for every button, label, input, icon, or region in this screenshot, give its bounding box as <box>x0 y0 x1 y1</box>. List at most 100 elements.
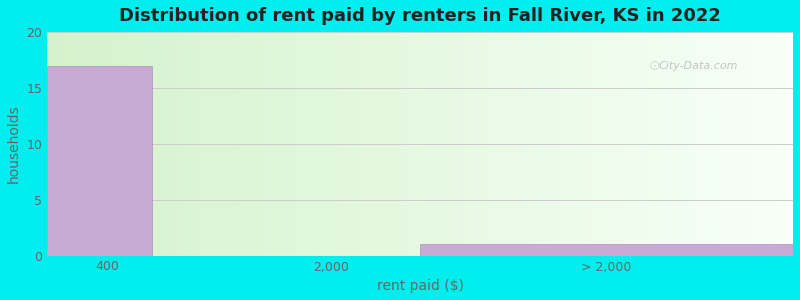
Bar <box>77 32 81 256</box>
Y-axis label: households: households <box>7 104 21 183</box>
Bar <box>570 32 573 256</box>
Bar <box>245 32 249 256</box>
Bar <box>409 32 413 256</box>
Bar <box>491 32 494 256</box>
Bar <box>584 32 588 256</box>
Bar <box>70 32 74 256</box>
Bar <box>745 32 748 256</box>
Bar <box>774 32 778 256</box>
Bar <box>726 32 730 256</box>
Bar <box>182 32 186 256</box>
Bar <box>282 32 286 256</box>
Bar <box>85 32 88 256</box>
Bar <box>88 32 92 256</box>
Bar <box>218 32 222 256</box>
Bar <box>107 32 110 256</box>
Bar <box>163 32 166 256</box>
Bar <box>137 32 141 256</box>
Bar <box>372 32 375 256</box>
Bar <box>271 32 274 256</box>
Bar <box>379 32 383 256</box>
Bar <box>648 32 651 256</box>
Bar <box>517 32 521 256</box>
Bar <box>263 32 267 256</box>
Bar <box>74 32 77 256</box>
Bar <box>689 32 692 256</box>
Bar <box>465 32 469 256</box>
Bar <box>595 32 599 256</box>
Bar <box>66 32 70 256</box>
Bar <box>554 32 558 256</box>
Bar <box>211 32 215 256</box>
Bar <box>406 32 409 256</box>
Bar <box>510 32 514 256</box>
Bar <box>278 32 282 256</box>
Bar <box>215 32 218 256</box>
Bar <box>383 32 386 256</box>
Bar <box>305 32 308 256</box>
Bar <box>413 32 417 256</box>
Bar <box>614 32 618 256</box>
Bar <box>678 32 681 256</box>
Bar <box>170 32 174 256</box>
Bar <box>446 32 450 256</box>
Bar <box>487 32 491 256</box>
Bar <box>592 32 595 256</box>
Bar <box>581 32 584 256</box>
Bar <box>528 32 532 256</box>
Bar <box>390 32 394 256</box>
Bar <box>394 32 398 256</box>
Bar <box>207 32 211 256</box>
Bar <box>197 32 200 256</box>
Bar <box>51 32 54 256</box>
Bar <box>629 32 633 256</box>
Bar <box>122 32 126 256</box>
Bar <box>301 32 305 256</box>
Title: Distribution of rent paid by renters in Fall River, KS in 2022: Distribution of rent paid by renters in … <box>119 7 721 25</box>
Bar <box>357 32 361 256</box>
Bar <box>577 32 581 256</box>
Bar <box>454 32 458 256</box>
Bar <box>483 32 487 256</box>
Bar <box>130 32 133 256</box>
Bar <box>472 32 476 256</box>
Bar <box>226 32 230 256</box>
Bar <box>417 32 420 256</box>
Bar <box>692 32 696 256</box>
Bar <box>62 32 66 256</box>
Bar <box>81 32 85 256</box>
Bar <box>234 32 238 256</box>
Bar <box>633 32 637 256</box>
Bar <box>342 32 346 256</box>
Bar <box>334 32 338 256</box>
Bar <box>126 32 130 256</box>
Bar <box>476 32 480 256</box>
Bar <box>148 32 152 256</box>
Bar <box>186 32 189 256</box>
Bar <box>730 32 734 256</box>
Bar <box>141 32 144 256</box>
Bar <box>338 32 342 256</box>
Bar <box>189 32 193 256</box>
Bar <box>144 32 148 256</box>
Bar <box>312 32 316 256</box>
Bar <box>450 32 454 256</box>
Bar <box>685 32 689 256</box>
Bar <box>550 32 554 256</box>
Bar <box>222 32 226 256</box>
Bar <box>681 32 685 256</box>
Bar <box>230 32 234 256</box>
Bar <box>599 32 603 256</box>
Bar <box>566 32 570 256</box>
Bar <box>666 32 670 256</box>
Text: City-Data.com: City-Data.com <box>659 61 738 70</box>
Bar <box>539 32 543 256</box>
Bar <box>286 32 290 256</box>
Bar <box>469 32 472 256</box>
Bar <box>323 32 327 256</box>
Bar <box>316 32 319 256</box>
Bar <box>353 32 357 256</box>
Bar <box>204 32 207 256</box>
Bar <box>700 32 703 256</box>
Bar <box>480 32 483 256</box>
